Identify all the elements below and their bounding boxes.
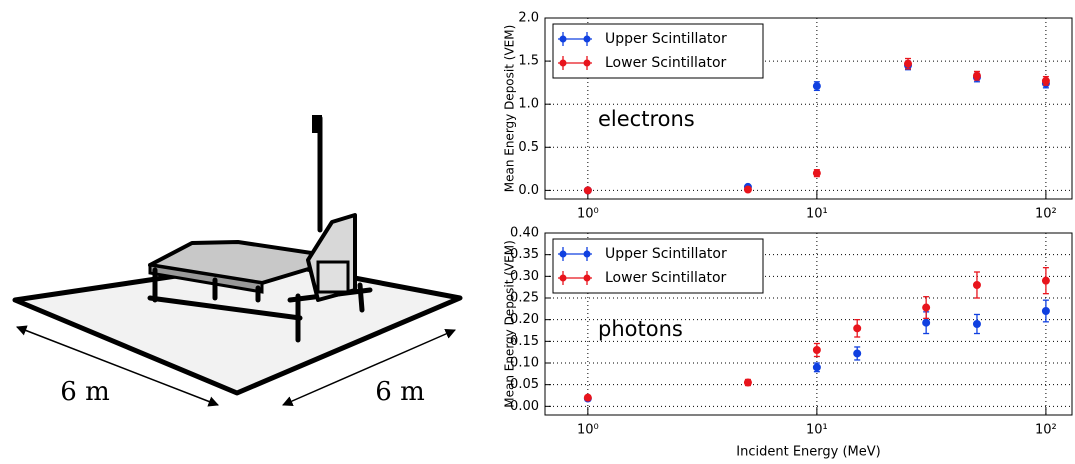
y-tick-label: 0.05 bbox=[510, 377, 539, 392]
dimension-label: 6 m bbox=[375, 377, 424, 407]
y-axis-label: Mean Energy Deposit (VEM) bbox=[503, 240, 517, 408]
y-tick-label: 0.20 bbox=[510, 312, 539, 327]
x-axis-label: Incident Energy (MeV) bbox=[736, 445, 880, 460]
point bbox=[812, 346, 821, 354]
y-tick-label: 0.0 bbox=[518, 183, 539, 198]
point bbox=[972, 320, 981, 328]
x-tick-label: 10² bbox=[1035, 423, 1057, 438]
x-tick-label: 10¹ bbox=[806, 423, 828, 438]
station-drawing bbox=[12, 115, 463, 407]
point bbox=[922, 303, 931, 312]
y-tick-label: 0.00 bbox=[510, 399, 539, 414]
legend-marker bbox=[559, 35, 567, 43]
x-tick-label: 10⁰ bbox=[577, 207, 599, 222]
legend-marker bbox=[559, 59, 567, 67]
y-tick-label: 0.5 bbox=[518, 140, 539, 155]
legend-marker bbox=[559, 250, 567, 258]
y-tick-label: 0.30 bbox=[510, 269, 539, 284]
point bbox=[583, 186, 592, 195]
y-tick-label: 0.10 bbox=[510, 356, 539, 371]
point bbox=[812, 169, 821, 178]
point bbox=[1041, 276, 1050, 285]
point bbox=[583, 393, 592, 402]
point bbox=[812, 363, 821, 372]
point bbox=[812, 82, 821, 91]
dimension-label: 6 m bbox=[60, 377, 109, 407]
legend-marker bbox=[583, 250, 591, 258]
legend-label: Lower Scintillator bbox=[605, 55, 727, 71]
annotation: electrons bbox=[598, 107, 695, 131]
point bbox=[743, 185, 752, 194]
x-tick-label: 10⁰ bbox=[577, 423, 599, 438]
y-tick-label: 0.40 bbox=[510, 226, 539, 241]
legend-label: Upper Scintillator bbox=[605, 31, 727, 47]
point bbox=[904, 59, 913, 68]
legend-marker bbox=[583, 59, 591, 67]
plot-frame bbox=[544, 17, 1073, 200]
y-tick-label: 1.0 bbox=[518, 97, 539, 112]
y-tick-label: 0.15 bbox=[510, 334, 539, 349]
point bbox=[1041, 76, 1050, 85]
point bbox=[743, 378, 752, 387]
y-tick-label: 0.25 bbox=[510, 291, 539, 306]
point bbox=[972, 71, 981, 80]
x-tick-label: 10¹ bbox=[806, 207, 828, 222]
y-tick-label: 0.35 bbox=[510, 247, 539, 262]
legend-marker bbox=[583, 274, 591, 282]
x-tick-label: 10² bbox=[1035, 207, 1057, 222]
point bbox=[853, 324, 862, 333]
point bbox=[1041, 307, 1050, 315]
annotation: photons bbox=[598, 317, 683, 341]
plot-frame bbox=[544, 232, 1073, 416]
y-tick-label: 2.0 bbox=[518, 11, 539, 26]
y-axis-label: Mean Energy Deposit (VEM) bbox=[503, 25, 517, 193]
legend-label: Upper Scintillator bbox=[605, 246, 727, 262]
legend-marker bbox=[583, 35, 591, 43]
point bbox=[853, 349, 862, 358]
legend-marker bbox=[559, 274, 567, 282]
point bbox=[972, 281, 981, 289]
legend-label: Lower Scintillator bbox=[605, 270, 727, 286]
y-tick-label: 1.5 bbox=[518, 54, 539, 69]
point bbox=[922, 318, 931, 327]
legend-box bbox=[552, 23, 764, 79]
legend-box bbox=[552, 238, 764, 294]
